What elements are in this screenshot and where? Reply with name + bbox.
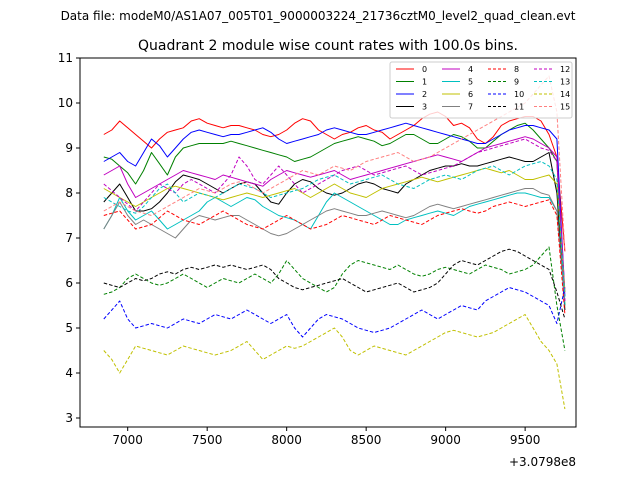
series-line-5 (103, 192, 566, 306)
legend-label-8: 8 (514, 65, 519, 74)
legend-label-15: 15 (560, 103, 570, 112)
legend-label-12: 12 (560, 65, 570, 74)
legend-label-7: 7 (468, 103, 473, 112)
series-line-12 (103, 138, 566, 302)
series-line-2 (103, 122, 566, 297)
chart-title: Quadrant 2 module wise count rates with … (138, 38, 518, 54)
legend-label-5: 5 (468, 78, 473, 87)
y-tick-label: 9 (65, 141, 73, 155)
series-line-8 (103, 199, 566, 315)
legend-label-6: 6 (468, 90, 473, 99)
x-tick-label: 8000 (271, 433, 302, 447)
x-tick-label: 7000 (112, 433, 143, 447)
series-line-10 (103, 287, 566, 338)
x-tick-label: 7500 (192, 433, 223, 447)
legend-label-9: 9 (514, 78, 519, 87)
series-line-7 (103, 188, 566, 302)
series-line-3 (103, 152, 566, 311)
series-layer (103, 75, 566, 410)
x-offset-label: +3.0798e8 (509, 455, 576, 469)
x-tick-label: 8500 (351, 433, 382, 447)
legend-label-4: 4 (468, 65, 473, 74)
legend-label-13: 13 (560, 78, 570, 87)
x-tick-label: 9000 (430, 433, 461, 447)
legend-label-0: 0 (422, 65, 427, 74)
series-line-1 (103, 122, 566, 306)
legend-label-11: 11 (514, 103, 524, 112)
legend-label-3: 3 (422, 103, 427, 112)
series-line-6 (103, 167, 566, 293)
y-tick-label: 10 (58, 96, 73, 110)
series-line-14 (103, 314, 566, 410)
y-tick-label: 7 (65, 231, 73, 245)
y-tick-label: 4 (65, 366, 73, 380)
y-tick-label: 6 (65, 276, 73, 290)
y-axis: 3 4 5 6 7 8 9 10 11 (58, 51, 80, 425)
legend-label-2: 2 (422, 90, 427, 99)
file-label: Data file: modeM0/AS1A07_005T01_90000032… (61, 9, 576, 23)
legend-label-1: 1 (422, 78, 427, 87)
x-tick-label: 9500 (510, 433, 541, 447)
series-line-9 (103, 246, 566, 351)
legend-label-10: 10 (514, 90, 524, 99)
series-line-11 (103, 248, 566, 320)
series-line-0 (103, 111, 566, 252)
x-axis: 7000 7500 8000 8500 9000 9500 (112, 427, 540, 447)
y-tick-label: 5 (65, 321, 73, 335)
axes-frame (79, 57, 577, 428)
series-line-4 (103, 136, 566, 293)
y-tick-label: 11 (58, 51, 73, 65)
legend-label-14: 14 (560, 90, 570, 99)
y-tick-label: 3 (65, 411, 73, 425)
legend-box (389, 61, 573, 119)
series-line-13 (103, 161, 566, 297)
y-tick-label: 8 (65, 186, 73, 200)
